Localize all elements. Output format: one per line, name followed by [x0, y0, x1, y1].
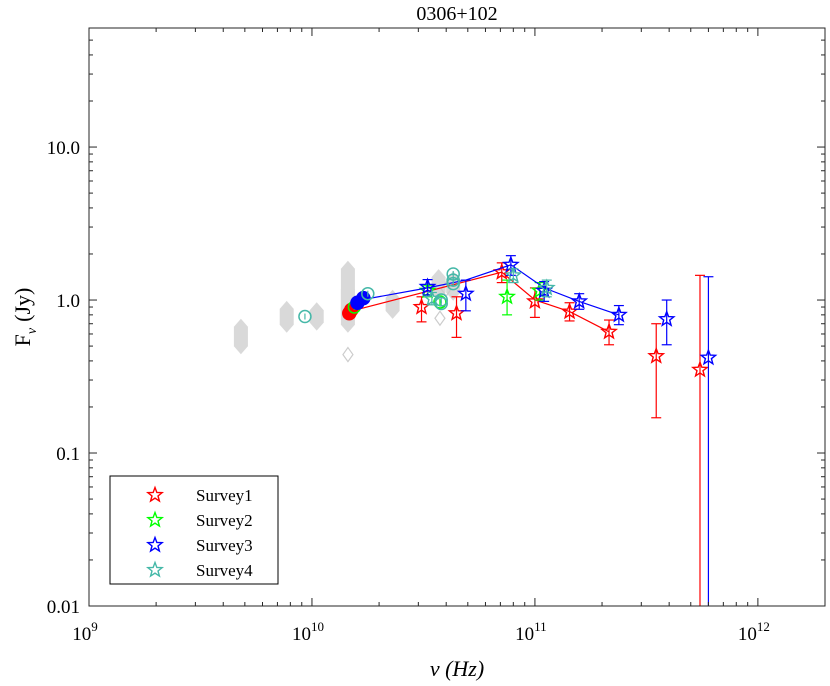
x-tick-exponent: 12	[757, 619, 770, 634]
star-marker	[690, 360, 710, 378]
x-tick-base: 10	[515, 624, 534, 645]
star-marker	[657, 309, 676, 327]
x-tick-label: 109	[72, 619, 98, 645]
y-tick-label: 0.1	[56, 444, 80, 465]
series-survey1	[342, 262, 710, 606]
circle-marker	[361, 286, 375, 301]
chart-title: 0306+102	[416, 3, 497, 25]
y-tick-label: 10.0	[47, 138, 80, 159]
x-tick-base: 10	[72, 624, 91, 645]
legend-label-survey4: Survey4	[196, 561, 253, 580]
star-marker	[504, 265, 523, 284]
star-marker	[609, 305, 628, 323]
archival-point	[309, 302, 324, 331]
series-survey3	[350, 255, 718, 606]
archival-open-point	[342, 346, 354, 363]
plot-frame	[88, 27, 826, 607]
legend-marker-survey2	[145, 510, 165, 528]
y-axis-label-unit: (Jy)	[10, 288, 35, 322]
star-marker	[647, 346, 666, 364]
series-survey4	[298, 265, 556, 324]
star-marker	[537, 278, 556, 296]
star-marker	[525, 291, 544, 310]
series-data	[298, 255, 718, 606]
archival-open-point	[434, 310, 446, 327]
x-tick-label: 1011	[515, 619, 547, 645]
legend: Survey1 Survey2 Survey3 Survey4	[109, 475, 279, 585]
legend-marker-survey1	[145, 485, 165, 503]
legend-label-survey2: Survey2	[196, 511, 253, 530]
x-tick-exponent: 9	[91, 619, 98, 634]
y-axis-label-sub: ν	[25, 327, 40, 334]
y-axis-label-main: F	[10, 334, 35, 346]
legend-label-survey1: Survey1	[196, 486, 253, 505]
circle-marker	[434, 296, 448, 311]
star-marker	[570, 291, 589, 310]
circle-marker	[446, 276, 460, 291]
x-tick-label: 1010	[292, 619, 324, 645]
y-axis-label: Fν (Jy)	[10, 288, 40, 347]
legend-box	[109, 475, 279, 585]
star-marker	[501, 255, 520, 273]
y-tick-label: 0.01	[47, 597, 80, 618]
archival-point	[233, 318, 248, 355]
x-axis-label: ν (Hz)	[430, 656, 484, 681]
circle-marker	[298, 309, 312, 324]
x-tick-base: 10	[738, 624, 757, 645]
y-tick-label: 1.0	[56, 291, 80, 312]
series-line	[349, 271, 610, 333]
star-marker	[699, 348, 718, 366]
star-marker	[498, 287, 517, 305]
x-tick-exponent: 11	[534, 619, 547, 634]
legend-label-survey3: Survey3	[196, 536, 253, 555]
star-marker	[600, 322, 619, 340]
legend-marker-survey3	[145, 535, 165, 553]
x-tick-base: 10	[292, 624, 311, 645]
archival-point	[279, 300, 294, 333]
star-marker	[418, 277, 437, 295]
legend-marker-survey4	[145, 560, 165, 578]
archival-point	[385, 289, 400, 319]
star-marker	[456, 284, 475, 302]
svg-text:Fν(Jy): Fν (Jy)	[10, 288, 40, 347]
x-tick-label: 1012	[738, 619, 770, 645]
x-tick-exponent: 10	[311, 619, 324, 634]
